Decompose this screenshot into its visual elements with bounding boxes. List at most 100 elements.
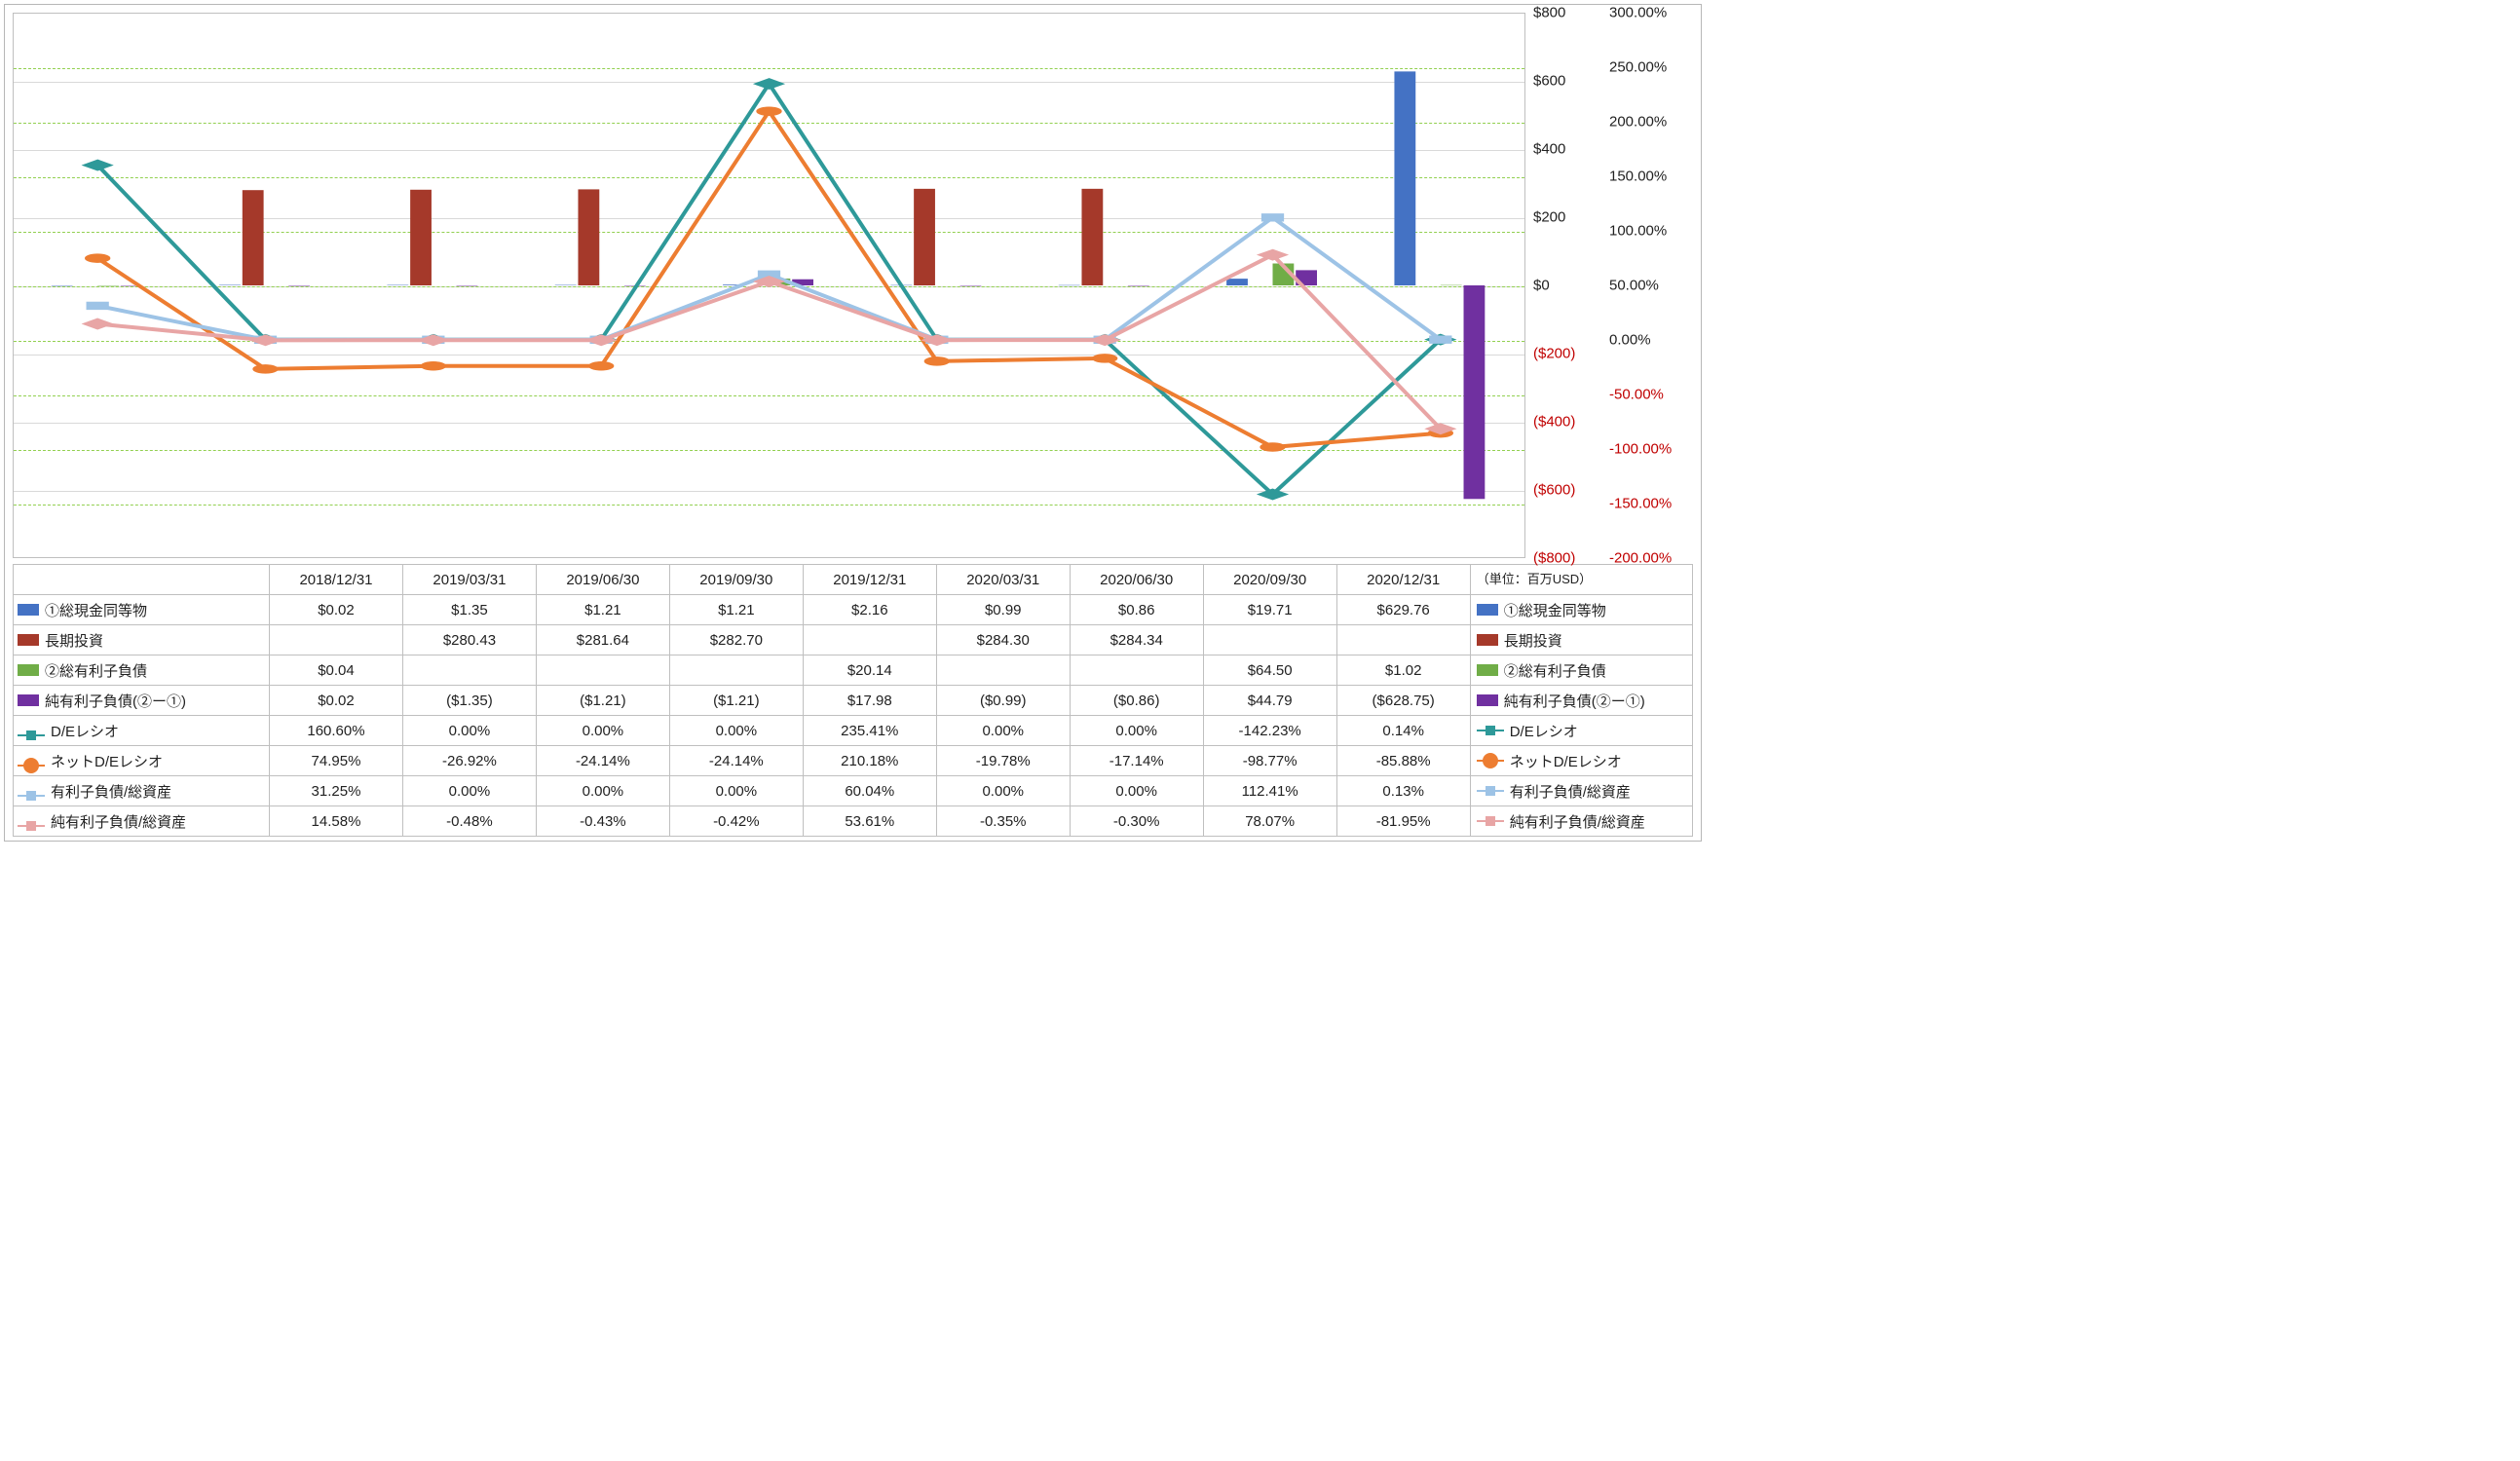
- bar-cash: [1226, 279, 1248, 285]
- table-cell: $1.02: [1336, 656, 1470, 686]
- axis-primary-tick: $600: [1533, 73, 1565, 90]
- swatch-marker: [23, 758, 39, 773]
- axis-primary-tick: ($400): [1533, 414, 1575, 431]
- table-cell: -0.35%: [936, 806, 1070, 837]
- swatch-marker: [1483, 753, 1498, 768]
- table-header: 2019/12/31: [803, 565, 936, 595]
- table-cell: [1070, 656, 1203, 686]
- table-cell: $64.50: [1203, 656, 1336, 686]
- table-row-label-text: 純有利子負債(②ー①): [45, 693, 186, 710]
- table-header: 2020/06/30: [1070, 565, 1203, 595]
- table-row-label: D/Eレシオ: [14, 716, 270, 746]
- swatch-line: [1477, 820, 1504, 822]
- swatch-bar: [1477, 664, 1498, 676]
- table-cell: $1.21: [536, 595, 669, 625]
- table-cell: $282.70: [669, 625, 803, 656]
- table-row: ①総現金同等物$0.02$1.35$1.21$1.21$2.16$0.99$0.…: [14, 595, 1471, 625]
- table-row: 有利子負債/総資産31.25%0.00%0.00%0.00%60.04%0.00…: [14, 776, 1471, 806]
- data-table: 2018/12/312019/03/312019/06/302019/09/30…: [13, 564, 1471, 837]
- legend-label: D/Eレシオ: [1510, 721, 1578, 741]
- legend-label: 有利子負債/総資産: [1510, 781, 1631, 802]
- table-row-label: ネットD/Eレシオ: [14, 746, 270, 776]
- swatch-line: [1477, 760, 1504, 762]
- legend-label: ②総有利子負債: [1504, 660, 1606, 681]
- swatch-bar: [1477, 694, 1498, 706]
- table-cell: $20.14: [803, 656, 936, 686]
- marker-net_de_ratio: [253, 364, 278, 373]
- axis-primary-tick: $200: [1533, 209, 1565, 226]
- table-cell: 60.04%: [803, 776, 936, 806]
- axis-secondary-tick: 300.00%: [1609, 5, 1667, 21]
- table-row: ②総有利子負債 $0.04 $20.14 $64.50$1.02: [14, 656, 1471, 686]
- axis-secondary-tick: 200.00%: [1609, 114, 1667, 131]
- table-cell: -142.23%: [1203, 716, 1336, 746]
- table-cell: -17.14%: [1070, 746, 1203, 776]
- bar-lt_invest: [1081, 189, 1103, 285]
- marker-netdebt_assets: [83, 318, 113, 329]
- table-cell: $281.64: [536, 625, 669, 656]
- table-cell: ($1.35): [402, 686, 536, 716]
- table-cell: 0.00%: [936, 716, 1070, 746]
- marker-net_de_ratio: [589, 361, 614, 370]
- table-cell: $1.35: [402, 595, 536, 625]
- table-row-label-text: 有利子負債/総資産: [51, 784, 171, 801]
- table-cell: [936, 656, 1070, 686]
- marker-net_de_ratio: [1260, 443, 1285, 452]
- table-row-label: ①総現金同等物: [14, 595, 270, 625]
- table-cell: $0.04: [270, 656, 403, 686]
- table-cell: [402, 656, 536, 686]
- swatch-bar: [18, 694, 39, 706]
- axis-primary-tick: ($800): [1533, 550, 1575, 567]
- axis-primary-tick: $400: [1533, 141, 1565, 158]
- table-cell: -0.48%: [402, 806, 536, 837]
- swatch-marker: [1486, 726, 1495, 735]
- swatch-line: [18, 734, 45, 736]
- table-cell: $0.02: [270, 686, 403, 716]
- swatch-bar: [18, 634, 39, 646]
- table-cell: 0.00%: [536, 716, 669, 746]
- table-header: 2020/09/30: [1203, 565, 1336, 595]
- table-row-label: 純有利子負債(②ー①): [14, 686, 270, 716]
- swatch-marker: [26, 791, 36, 801]
- table-row-label: 長期投資: [14, 625, 270, 656]
- swatch-line: [1477, 730, 1504, 731]
- table-row-label-text: ②総有利子負債: [45, 663, 147, 680]
- data-table-wrap: 2018/12/312019/03/312019/06/302019/09/30…: [13, 564, 1693, 837]
- table-corner: [14, 565, 270, 595]
- table-cell: -19.78%: [936, 746, 1070, 776]
- table-cell: [669, 656, 803, 686]
- table-cell: $44.79: [1203, 686, 1336, 716]
- axis-secondary-tick: -50.00%: [1609, 387, 1664, 403]
- legend-item: D/Eレシオ: [1471, 716, 1692, 746]
- table-cell: 0.00%: [936, 776, 1070, 806]
- table-cell: -24.14%: [669, 746, 803, 776]
- swatch-bar: [18, 664, 39, 676]
- chart-area: $800$600$400$200$0($200)($400)($600)($80…: [13, 13, 1693, 558]
- swatch-marker: [1486, 816, 1495, 826]
- table-cell: ($628.75): [1336, 686, 1470, 716]
- table-row-label-text: 長期投資: [45, 633, 103, 650]
- legend-item: 純有利子負債(②ー①): [1471, 686, 1692, 716]
- axis-secondary-tick: 150.00%: [1609, 169, 1667, 185]
- legend-label: ①総現金同等物: [1504, 600, 1606, 620]
- table-cell: 0.00%: [669, 716, 803, 746]
- table-row-label: 純有利子負債/総資産: [14, 806, 270, 837]
- table-row-label-text: ①総現金同等物: [45, 603, 147, 619]
- table-cell: -26.92%: [402, 746, 536, 776]
- swatch-line: [18, 765, 45, 767]
- chart-svg: [14, 14, 1524, 557]
- table-cell: 235.41%: [803, 716, 936, 746]
- table-row: 純有利子負債/総資産14.58%-0.48%-0.43%-0.42%53.61%…: [14, 806, 1471, 837]
- axis-primary: $800$600$400$200$0($200)($400)($600)($80…: [1525, 13, 1603, 558]
- table-header: 2019/03/31: [402, 565, 536, 595]
- table-cell: 112.41%: [1203, 776, 1336, 806]
- swatch-bar: [18, 604, 39, 616]
- legend-item: 純有利子負債/総資産: [1471, 806, 1692, 836]
- legend-item: 長期投資: [1471, 625, 1692, 656]
- table-cell: $19.71: [1203, 595, 1336, 625]
- table-cell: -0.30%: [1070, 806, 1203, 837]
- table-cell: $284.30: [936, 625, 1070, 656]
- table-cell: -0.42%: [669, 806, 803, 837]
- chart-container: $800$600$400$200$0($200)($400)($600)($80…: [4, 4, 1702, 842]
- axis-secondary: 300.00%250.00%200.00%150.00%100.00%50.00…: [1603, 13, 1693, 558]
